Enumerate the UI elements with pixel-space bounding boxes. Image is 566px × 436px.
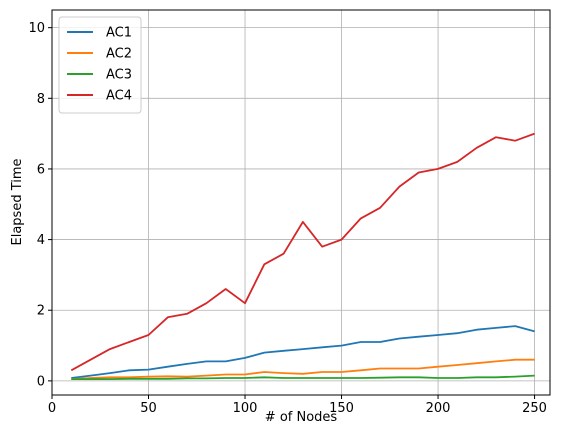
- legend-label-ac2: AC2: [106, 47, 132, 62]
- series-line-ac3: [71, 374, 535, 381]
- x-tick-label: 100: [233, 401, 258, 416]
- legend-label-ac3: AC3: [106, 68, 132, 83]
- legend-label-ac4: AC4: [106, 89, 132, 104]
- series-line-ac1: [71, 325, 535, 379]
- y-tick-label: 6: [37, 162, 45, 177]
- legend-label-ac1: AC1: [106, 26, 132, 41]
- x-axis-label: # of Nodes: [265, 410, 338, 425]
- x-tick-label: 50: [140, 401, 157, 416]
- y-axis-label: Elapsed Time: [10, 158, 25, 245]
- y-tick-label: 8: [37, 92, 45, 107]
- y-tick-label: 2: [37, 304, 45, 319]
- ticks: 0 50 100 150 200 250 0 2 4 6 8 10: [28, 21, 547, 416]
- x-tick-label: 0: [48, 401, 56, 416]
- x-tick-label: 150: [329, 401, 354, 416]
- grid: [51, 10, 550, 395]
- y-tick-label: 4: [37, 233, 45, 248]
- series-line-ac4: [70, 132, 535, 372]
- legend-box: [58, 16, 142, 114]
- legend: AC1 AC2 AC3 AC4: [58, 16, 142, 114]
- x-tick-label: 250: [522, 401, 547, 416]
- series-line-ac2: [71, 358, 535, 380]
- x-tick-label: 200: [426, 401, 451, 416]
- y-tick-label: 0: [37, 374, 45, 389]
- series-layer: [70, 132, 535, 381]
- plot-frame: [51, 9, 551, 396]
- y-tick-label: 10: [28, 21, 45, 36]
